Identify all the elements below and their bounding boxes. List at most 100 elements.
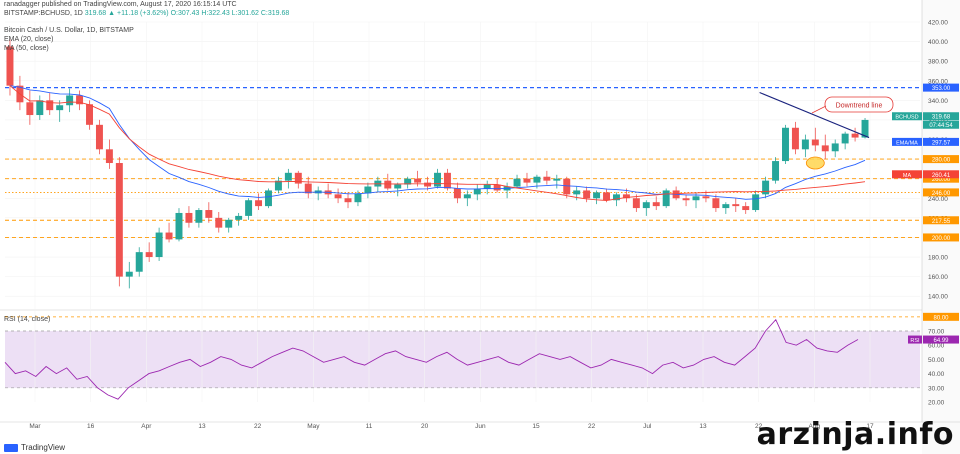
- rsi-tick-label: 70.00: [928, 329, 945, 336]
- price-tick-label: 360.00: [928, 78, 948, 85]
- candle-body: [622, 194, 630, 199]
- rsi-legend[interactable]: RSI (14, close): [4, 316, 51, 323]
- candle-body: [205, 210, 213, 218]
- candle-body: [453, 188, 461, 199]
- ma-line: [9, 85, 866, 201]
- candle-body: [26, 102, 34, 116]
- price-tick-label: 180.00: [928, 255, 948, 262]
- annotation-box: [824, 96, 894, 113]
- candle-body: [851, 133, 859, 138]
- candle-body: [583, 190, 591, 199]
- candle-body: [801, 139, 809, 150]
- candle-body: [36, 100, 44, 116]
- candle-body: [225, 219, 233, 228]
- candle-body: [255, 200, 263, 207]
- rsi-tick-label: 20.00: [928, 400, 945, 407]
- candle-body: [821, 145, 829, 152]
- time-tick-label: 20: [421, 423, 429, 430]
- time-tick-label: 22: [755, 423, 763, 430]
- candle-body: [284, 172, 292, 181]
- rsi-value-tag: [923, 335, 959, 344]
- price-tick-label: 420.00: [928, 20, 948, 27]
- time-tick-label: May: [307, 423, 320, 430]
- annotation-text: Downtrend line: [836, 103, 883, 110]
- candle-body: [742, 206, 750, 211]
- tradingview-logo[interactable]: TradingView: [4, 443, 65, 452]
- price-label-value: 297.57: [932, 140, 951, 146]
- candle-body: [125, 271, 133, 277]
- candle-body: [165, 232, 173, 240]
- candle-body: [66, 95, 74, 106]
- candle-body: [642, 202, 650, 209]
- price-axis-bg: [922, 0, 960, 454]
- candle-body: [145, 252, 153, 258]
- price-label-value-tag: [923, 170, 959, 179]
- candle-body: [712, 198, 720, 209]
- candle-body: [135, 252, 143, 272]
- candle-body: [364, 186, 372, 194]
- candle-body: [553, 178, 561, 181]
- candle-body: [115, 163, 123, 277]
- downtrend-line: [759, 92, 870, 139]
- candle-body: [513, 178, 521, 187]
- candle-body: [245, 200, 253, 216]
- price-label-value-tag: [923, 112, 959, 121]
- candle-body: [593, 192, 601, 199]
- candle-body: [523, 178, 531, 183]
- rsi-tick-label: 60.00: [928, 343, 945, 350]
- price-tick-label: 380.00: [928, 59, 948, 66]
- candle-body: [702, 196, 710, 199]
- chart-title: Bitcoin Cash / U.S. Dollar, 1D, BITSTAMP: [4, 27, 134, 34]
- candle-body: [414, 178, 422, 183]
- symbol: BITSTAMP:BCHUSD, 1D: [4, 10, 83, 17]
- candle-body: [304, 183, 312, 194]
- level-tag: [923, 83, 959, 92]
- price-tick-label: 240.00: [928, 196, 948, 203]
- candle-body: [543, 176, 551, 181]
- price-label-name-tag: [892, 170, 922, 179]
- candle-body: [354, 193, 362, 203]
- ma-legend[interactable]: MA (50, close): [4, 45, 49, 52]
- candle-body: [841, 133, 849, 144]
- time-tick-label: 22: [588, 423, 596, 430]
- price-label-name: EMA/MA: [896, 140, 918, 146]
- rsi-value-label: 64.99: [933, 338, 949, 344]
- candle-body: [861, 119, 869, 138]
- candle-body: [394, 184, 402, 189]
- level-label: 200.00: [932, 236, 951, 242]
- price-tick-label: 400.00: [928, 39, 948, 46]
- rsi-tick-label: 50.00: [928, 357, 945, 364]
- candle-body: [155, 232, 163, 258]
- rsi-tick-label: 30.00: [928, 385, 945, 392]
- candle-body: [175, 212, 183, 240]
- price-label-name: BCHUSD: [895, 115, 918, 121]
- time-tick-label: 13: [699, 423, 707, 430]
- time-tick-label: Jun: [475, 423, 486, 430]
- candle-body: [493, 184, 501, 191]
- ema-legend[interactable]: EMA (20, close): [4, 36, 54, 43]
- level-label: 246.00: [932, 191, 951, 197]
- time-tick-label: 22: [254, 423, 262, 430]
- price-tick-label: 340.00: [928, 98, 948, 105]
- price-label-value: 260.41: [932, 173, 951, 179]
- candle-body: [662, 190, 670, 207]
- publish-info: ranadagger published on TradingView.com,…: [4, 1, 237, 8]
- candle-body: [105, 149, 113, 164]
- rsi-band: [5, 331, 920, 388]
- candle-body: [215, 217, 223, 228]
- price-tick-label: 160.00: [928, 274, 948, 281]
- candle-body: [682, 198, 690, 201]
- candle-body: [782, 127, 789, 162]
- candle-body: [95, 124, 103, 150]
- price-label-value: 319.68: [932, 115, 951, 121]
- watermark: arzinja.info: [756, 417, 954, 452]
- candle-body: [473, 188, 481, 195]
- time-tick-label: Aug: [809, 423, 821, 430]
- candle-body: [762, 180, 770, 195]
- candle-body: [791, 127, 799, 150]
- ema-line: [9, 85, 866, 200]
- level-label: 260.00: [932, 177, 951, 183]
- candle-body: [463, 194, 471, 199]
- candle-body: [752, 194, 760, 211]
